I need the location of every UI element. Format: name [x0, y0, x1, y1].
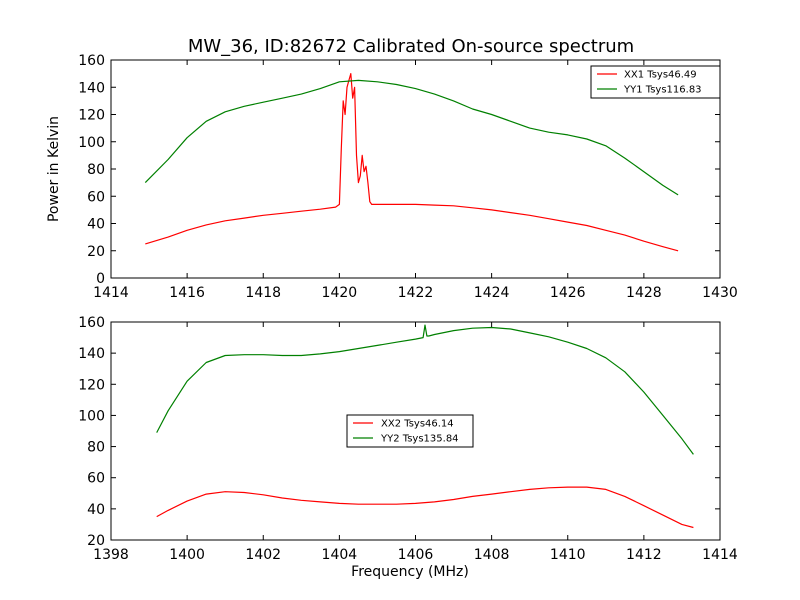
top-x-tick-label: 1426 [550, 285, 586, 301]
top-x-tick-label: 1416 [169, 285, 205, 301]
bottom-x-tick-label: 1408 [474, 547, 510, 563]
top-x-tick-label: 1422 [398, 285, 434, 301]
bottom-series-xx2-line [156, 486, 694, 529]
bottom-legend-box [346, 414, 474, 448]
bottom-y-tick-label: 80 [87, 440, 105, 456]
bottom-y-tick-label: 40 [87, 502, 105, 518]
top-legend-label-xx1: XX1 Tsys46.49 [624, 70, 697, 81]
top-y-tick-label: 100 [78, 135, 105, 151]
top-y-tick-label: 40 [87, 217, 105, 233]
top-y-tick-label: 0 [96, 271, 105, 287]
top-series-yy1-line [144, 79, 679, 196]
top-y-tick-label: 20 [87, 244, 105, 260]
top-x-tick-label: 1430 [702, 285, 738, 301]
top-legend: XX1 Tsys46.49 YY1 Tsys116.83 [590, 65, 721, 99]
bottom-x-tick-label: 1414 [702, 547, 738, 563]
top-y-tick-label: 140 [78, 80, 105, 96]
bottom-x-tick-label: 1404 [322, 547, 358, 563]
top-series-xx1-line [145, 73, 679, 252]
top-x-tick-label: 1424 [474, 285, 510, 301]
top-y-tick-label: 120 [78, 108, 105, 124]
top-legend-label-yy1: YY1 Tsys116.83 [623, 85, 702, 96]
bottom-y-tick-label: 160 [78, 315, 105, 331]
bottom-legend-label-xx2: XX2 Tsys46.14 [381, 419, 454, 430]
bottom-x-tick-label: 1400 [169, 547, 205, 563]
top-legend-box [590, 65, 721, 99]
top-y-axis-label: Power in Kelvin [46, 116, 62, 222]
bottom-series-yy2-line [156, 324, 694, 455]
bottom-legend-label-yy2: YY2 Tsys135.84 [380, 434, 459, 445]
top-x-tick-label: 1414 [93, 285, 129, 301]
chart-title: MW_36, ID:82672 Calibrated On-source spe… [188, 36, 634, 57]
bottom-panel: 1398 1400 1402 1404 1406 1408 1410 1412 1414 20 40… [78, 315, 738, 563]
top-x-tick-label: 1428 [626, 285, 662, 301]
top-y-tick-label: 160 [78, 53, 105, 69]
bottom-x-tick-label: 1402 [245, 547, 281, 563]
bottom-y-tick-label: 140 [78, 346, 105, 362]
top-panel: 1414 1416 1418 1420 1422 1424 1426 1428 1430 0 20 4… [78, 53, 738, 301]
bottom-x-tick-label: 1406 [398, 547, 434, 563]
bottom-y-tick-label: 100 [78, 408, 105, 424]
top-y-tick-label: 60 [87, 189, 105, 205]
bottom-y-tick-label: 60 [87, 471, 105, 487]
bottom-y-tick-label: 120 [78, 377, 105, 393]
bottom-legend: XX2 Tsys46.14 YY2 Tsys135.84 [346, 414, 474, 448]
bottom-x-tick-label: 1412 [626, 547, 662, 563]
bottom-x-tick-label: 1410 [550, 547, 586, 563]
top-x-tick-label: 1420 [322, 285, 358, 301]
top-y-tick-label: 80 [87, 162, 105, 178]
bottom-y-tick-label: 20 [87, 533, 105, 549]
top-x-tick-label: 1418 [245, 285, 281, 301]
bottom-x-axis-label: Frequency (MHz) [351, 564, 469, 580]
bottom-x-tick-label: 1398 [93, 547, 129, 563]
